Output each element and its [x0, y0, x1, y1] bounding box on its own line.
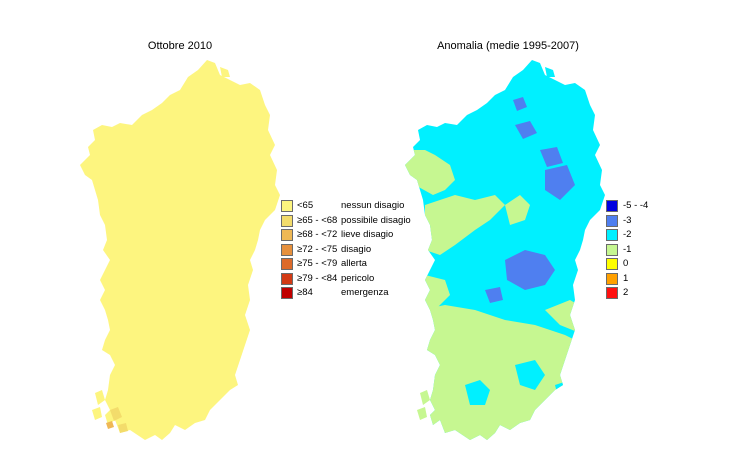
discomfort-legend-swatch: [281, 214, 293, 227]
discomfort-legend-swatch: [281, 272, 293, 285]
anomaly-minus1-south: [405, 305, 605, 440]
discomfort-legend-swatch: [281, 229, 293, 241]
anomaly-minus2-south-patch-2: [515, 360, 545, 390]
mild-discomfort-patch: [106, 421, 114, 429]
sardinia-discomfort-map: [80, 60, 280, 440]
anomaly-legend-swatch: [606, 272, 618, 285]
discomfort-legend-range: <65: [297, 200, 314, 211]
discomfort-legend-range: ≥75 - <79: [297, 258, 338, 269]
island-sant-antioco: [420, 390, 430, 405]
anomaly-minus1-central-west: [425, 195, 505, 255]
anomaly-legend-range: -5 - -4: [623, 200, 649, 211]
island-north: [220, 67, 230, 77]
anomaly-minus3-northeast: [540, 147, 563, 167]
anomaly-legend-range: -2: [623, 229, 632, 240]
island-south-west: [417, 407, 427, 420]
discomfort-legend-label: lieve disagio: [341, 229, 394, 240]
discomfort-legend-label: disagio: [341, 243, 372, 255]
anomaly-legend-swatch: [606, 229, 618, 241]
anomaly-legend-swatch: [606, 243, 618, 256]
island-sant-antioco: [95, 390, 105, 405]
discomfort-legend-range: ≥72 - <75: [297, 243, 338, 255]
discomfort-legend-label: nessun disagio: [341, 200, 405, 211]
island-north: [545, 67, 555, 77]
anomaly-legend-range: 1: [623, 272, 629, 284]
anomaly-minus3-central-2: [485, 287, 503, 303]
anomaly-minus2-south-patch: [465, 380, 490, 405]
island-south-west: [92, 407, 102, 420]
discomfort-legend-swatch: [281, 243, 293, 256]
anomaly-legend-range: -1: [623, 243, 632, 255]
anomaly-minus3-central: [505, 250, 555, 290]
discomfort-legend-range: ≥79 - <84: [297, 272, 338, 284]
anomaly-legend-range: -3: [623, 214, 632, 226]
discomfort-legend-range: ≥65 - <68: [297, 214, 338, 226]
right-map-title: Anomalia (medie 1995-2007): [437, 40, 579, 52]
anomaly-minus3-east: [545, 165, 575, 200]
anomaly-minus3-north-2: [515, 121, 537, 139]
discomfort-legend-swatch: [281, 200, 293, 212]
discomfort-legend-swatch: [281, 287, 293, 299]
left-map-title: Ottobre 2010: [147, 40, 213, 52]
anomaly-legend-range: 0: [623, 258, 629, 269]
anomaly-minus3-north: [513, 97, 527, 111]
anomaly-minus1-central-patch: [505, 195, 530, 225]
anomaly-legend-range: 2: [623, 287, 629, 298]
anomaly-legend: -5 - -4 -3 -2 -1 0 1 2: [606, 200, 666, 300]
anomaly-legend-swatch: [606, 200, 618, 212]
discomfort-legend: <65 nessun disagio ≥65 - <68 possibile disa…: [281, 200, 421, 300]
anomaly-legend-swatch: [606, 258, 618, 270]
discomfort-legend-range: ≥84: [297, 287, 313, 298]
discomfort-legend-swatch: [281, 258, 293, 270]
discomfort-legend-label: emergenza: [341, 287, 389, 298]
discomfort-legend-label: possibile disagio: [341, 214, 411, 226]
discomfort-legend-range: ≥68 - <72: [297, 229, 338, 240]
discomfort-legend-label: pericolo: [341, 272, 375, 284]
sardinia-landmass: [80, 60, 280, 440]
possible-discomfort-patch-2: [118, 423, 128, 433]
anomaly-legend-swatch: [606, 214, 618, 227]
anomaly-legend-swatch: [606, 287, 618, 299]
possible-discomfort-patch: [110, 407, 122, 421]
discomfort-legend-label: allerta: [341, 258, 367, 269]
sardinia-anomaly-map: [405, 60, 605, 440]
